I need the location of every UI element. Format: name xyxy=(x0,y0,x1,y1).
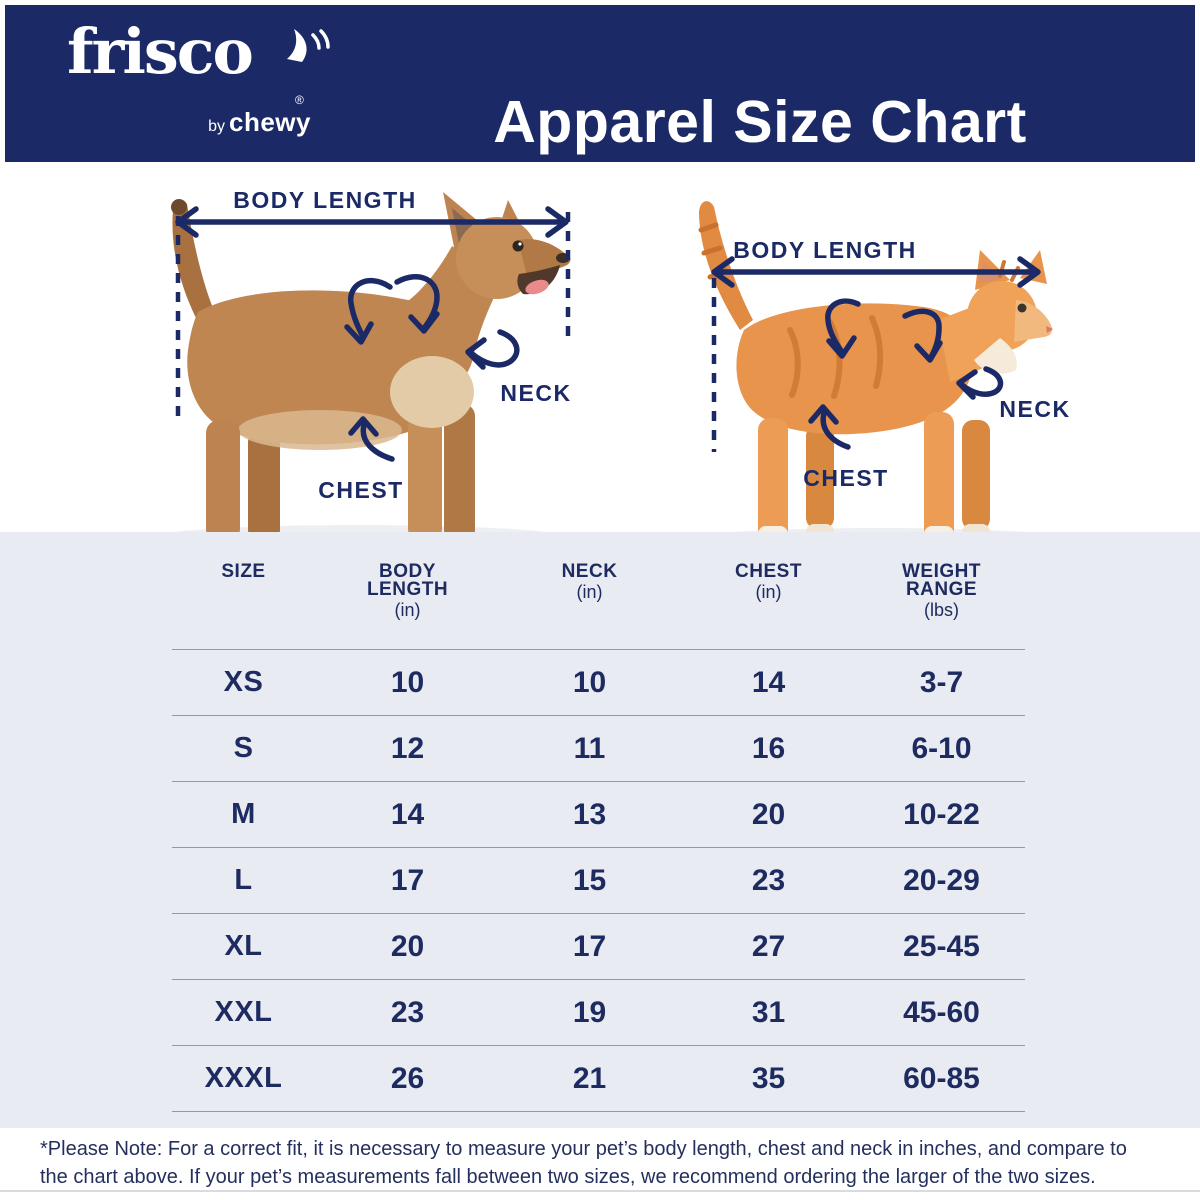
cat-chest-arrow xyxy=(808,404,851,450)
size-table-section: SIZE BODY LENGTH (in) NECK (in) CHEST (i… xyxy=(0,532,1200,1128)
cell-chest: 14 xyxy=(751,665,786,699)
cell-weight-range: 6-10 xyxy=(911,731,972,765)
cell-size: L xyxy=(234,864,253,896)
please-note-text: *Please Note: For a correct fit, it is n… xyxy=(40,1138,1127,1188)
cell-weight-range: 60-85 xyxy=(903,1061,980,1095)
header-weight-range: WEIGHT RANGE (lbs) xyxy=(902,561,981,620)
chewy-wordmark: chewy xyxy=(229,107,311,137)
dog-neck-label: NECK xyxy=(500,380,572,406)
table-row: M 14 13 20 10-22 xyxy=(172,782,1025,848)
cell-neck: 11 xyxy=(573,731,606,765)
banner: frisco ® by chewy Apparel Size Chart xyxy=(5,5,1195,162)
cell-neck: 15 xyxy=(572,863,607,897)
cell-neck: 19 xyxy=(572,995,607,1029)
header-body-length: BODY LENGTH (in) xyxy=(366,561,449,620)
cell-chest: 20 xyxy=(751,797,786,831)
header-size: SIZE xyxy=(221,561,266,582)
table-row: XXL 23 19 31 45-60 xyxy=(172,980,1025,1046)
cell-neck: 21 xyxy=(572,1061,607,1095)
cell-neck: 13 xyxy=(572,797,607,831)
by-word: by xyxy=(208,118,225,135)
cell-size: XL xyxy=(224,930,263,962)
cell-weight-range: 3-7 xyxy=(919,665,964,699)
cell-body-length: 23 xyxy=(390,995,425,1029)
cell-size: S xyxy=(233,732,254,764)
table-row: S 12 11 16 6-10 xyxy=(172,716,1025,782)
table-header-row: SIZE BODY LENGTH (in) NECK (in) CHEST (i… xyxy=(172,532,1025,650)
cell-body-length: 14 xyxy=(390,797,425,831)
dog-neck-arrow xyxy=(465,329,520,370)
cell-neck: 17 xyxy=(572,929,607,963)
cat-body-length-arrow xyxy=(711,256,1041,288)
by-chewy: by chewy xyxy=(208,107,311,138)
page-title: Apparel Size Chart xyxy=(493,88,1027,155)
cell-chest: 31 xyxy=(751,995,786,1029)
dog-chest-arrow xyxy=(348,416,395,462)
dog-girth-arrow-right xyxy=(394,274,440,334)
cell-body-length: 20 xyxy=(390,929,425,963)
cell-chest: 27 xyxy=(751,929,786,963)
frisco-logo: frisco ® by chewy xyxy=(67,15,330,145)
cell-size: M xyxy=(231,798,256,830)
cat-body-length-label: BODY LENGTH xyxy=(733,237,917,263)
cell-size: XXXL xyxy=(204,1062,283,1094)
cell-body-length: 10 xyxy=(390,665,425,699)
frisco-tail-icon xyxy=(287,29,330,62)
frisco-wordmark: frisco xyxy=(67,15,254,88)
measurement-diagram xyxy=(155,192,1058,535)
header-neck: NECK (in) xyxy=(561,561,618,602)
header-chest: CHEST (in) xyxy=(735,561,802,602)
dog-annotations xyxy=(175,206,571,462)
dog-body-length-arrow xyxy=(175,206,569,238)
cell-chest: 16 xyxy=(751,731,786,765)
cell-body-length: 26 xyxy=(390,1061,425,1095)
cell-weight-range: 25-45 xyxy=(903,929,980,963)
registered-mark: ® xyxy=(295,93,304,107)
table-row: XL 20 17 27 25-45 xyxy=(172,914,1025,980)
cell-weight-range: 20-29 xyxy=(903,863,980,897)
dog-body-length-label: BODY LENGTH xyxy=(233,187,417,213)
cell-weight-range: 10-22 xyxy=(903,797,980,831)
table-row: L 17 15 23 20-29 xyxy=(172,848,1025,914)
cell-body-length: 12 xyxy=(390,731,425,765)
cat-girth-arrow-left xyxy=(825,298,861,359)
table-row: XXXL 26 21 35 60-85 xyxy=(172,1046,1025,1112)
cell-size: XXL xyxy=(214,996,273,1028)
cat-annotations xyxy=(711,256,1041,452)
cell-size: XS xyxy=(223,666,264,698)
footer-note: *Please Note: For a correct fit, it is n… xyxy=(0,1128,1200,1192)
cat-chest-label: CHEST xyxy=(803,465,889,491)
dog-chest-label: CHEST xyxy=(318,477,404,503)
cell-neck: 10 xyxy=(572,665,607,699)
cat-girth-arrow-right xyxy=(902,308,943,363)
cat-neck-label: NECK xyxy=(999,396,1071,422)
cell-body-length: 17 xyxy=(390,863,425,897)
table-row: XS 10 10 14 3-7 xyxy=(172,650,1025,716)
cell-chest: 23 xyxy=(751,863,786,897)
cell-weight-range: 45-60 xyxy=(903,995,980,1029)
dog-girth-arrow-left xyxy=(344,277,393,345)
cell-chest: 35 xyxy=(751,1061,786,1095)
size-table: SIZE BODY LENGTH (in) NECK (in) CHEST (i… xyxy=(172,532,1025,1112)
cat-neck-arrow xyxy=(956,366,1004,400)
